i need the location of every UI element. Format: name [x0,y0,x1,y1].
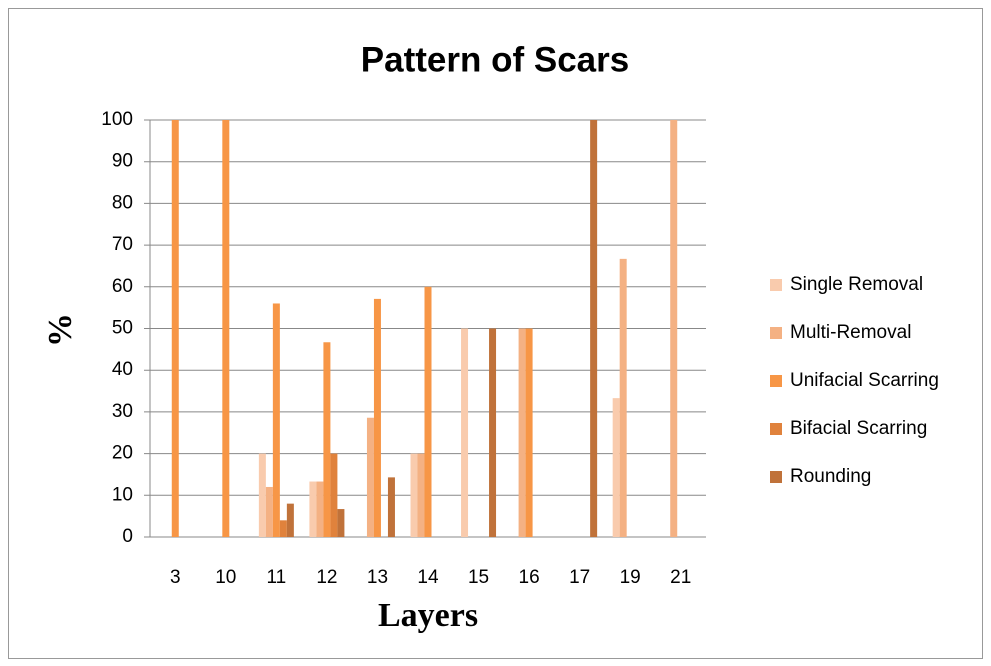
x-tick-label: 16 [519,567,540,588]
bar [525,328,533,537]
x-axis-title: Layers [378,597,478,634]
bar [323,342,331,537]
y-tick-label: 40 [112,359,133,380]
y-tick-label: 30 [112,401,133,422]
y-tick-label: 60 [112,276,133,297]
bar [286,503,294,537]
legend-swatch [770,327,782,339]
y-tick-label: 50 [112,318,133,339]
x-tick-label: 21 [670,567,691,588]
x-tick-label: 11 [266,567,286,588]
y-tick-label: 100 [101,109,133,130]
bar [489,328,497,537]
bar [258,453,266,537]
y-tick-label: 0 [122,526,133,547]
y-tick-label: 10 [112,484,133,505]
bar [590,120,598,537]
bar [410,453,418,537]
bar [417,453,425,537]
x-tick-label: 12 [316,567,337,588]
y-axis-title: % [42,313,79,347]
bar [387,477,395,537]
legend-label: Multi-Removal [790,322,911,343]
bar [670,120,678,537]
x-tick-label: 13 [367,567,388,588]
x-tick-label: 15 [468,567,489,588]
legend-label: Rounding [790,466,871,487]
bar [309,481,317,537]
bar [171,120,179,537]
legend-swatch [770,279,782,291]
legend-label: Unifacial Scarring [790,370,939,391]
bar [330,453,338,537]
legend-swatch [770,471,782,483]
x-tick-label: 3 [170,567,181,588]
legend-label: Single Removal [790,274,923,295]
x-tick-label: 10 [215,567,236,588]
y-tick-label: 80 [112,192,133,213]
legend-label: Bifacial Scarring [790,418,927,439]
y-tick-label: 90 [112,151,133,172]
x-tick-label: 17 [569,567,590,588]
bar [373,298,381,537]
bar [316,481,324,537]
bar [366,417,374,537]
bar [337,509,345,537]
bar [424,286,432,537]
chart-title: Pattern of Scars [361,40,629,79]
bar [279,520,287,537]
bar [612,398,620,537]
bar [619,258,627,537]
bar [461,328,469,537]
bar [222,120,230,537]
y-tick-label: 20 [112,443,133,464]
y-tick-label: 70 [112,234,133,255]
legend-swatch [770,423,782,435]
bar [265,486,273,537]
legend-swatch [770,375,782,387]
bar [272,303,280,537]
bar [518,328,526,537]
x-tick-label: 19 [620,567,641,588]
x-tick-label: 14 [417,567,439,588]
